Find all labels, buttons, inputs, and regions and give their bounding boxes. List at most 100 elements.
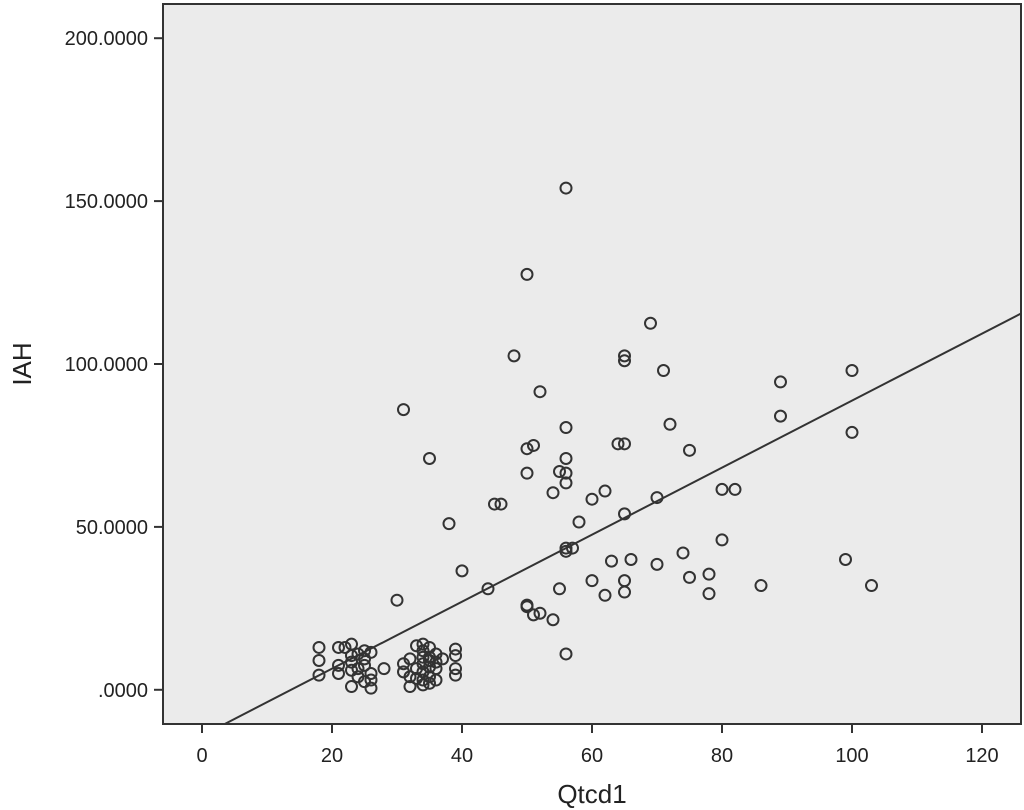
- data-point: [683, 443, 696, 457]
- data-point: [527, 438, 540, 452]
- data-point: [442, 517, 456, 531]
- data-point: [436, 652, 449, 666]
- x-axis-title: Qtcd1: [557, 779, 626, 809]
- data-point: [618, 437, 631, 451]
- data-point: [546, 486, 560, 500]
- data-point: [663, 417, 677, 431]
- data-point: [403, 652, 417, 666]
- data-point: [566, 541, 579, 555]
- data-point: [618, 507, 631, 521]
- data-point: [644, 316, 657, 330]
- y-tick-label: 150.0000: [65, 191, 148, 213]
- data-point: [605, 554, 618, 568]
- data-point: [390, 593, 404, 607]
- data-point: [397, 403, 410, 417]
- data-point: [403, 680, 417, 694]
- data-point: [416, 673, 430, 687]
- y-axis: .0000 50.0000 100.0000 150.0000 200.0000: [65, 28, 163, 702]
- data-point: [416, 644, 430, 658]
- data-point: [364, 667, 378, 681]
- data-point: [449, 649, 462, 663]
- data-point: [423, 451, 436, 465]
- data-point: [345, 680, 358, 694]
- data-point: [650, 491, 664, 505]
- data-point: [364, 673, 378, 687]
- data-point: [507, 349, 521, 363]
- y-tick-label: .0000: [98, 680, 148, 702]
- data-point: [559, 421, 573, 435]
- x-tick-label: 20: [321, 745, 343, 767]
- data-point: [676, 546, 690, 560]
- data-point: [351, 662, 365, 676]
- data-point: [377, 662, 391, 676]
- data-point: [585, 492, 599, 506]
- data-point: [410, 671, 423, 685]
- data-point: [533, 606, 547, 620]
- points-layer: [312, 181, 878, 695]
- data-point: [416, 650, 430, 664]
- x-tick-label: 120: [965, 745, 998, 767]
- data-point: [332, 658, 345, 672]
- data-point: [572, 515, 586, 529]
- x-tick-label: 100: [835, 745, 868, 767]
- data-point: [312, 668, 326, 682]
- data-point: [488, 497, 501, 511]
- data-point: [611, 437, 625, 451]
- data-point: [416, 678, 430, 692]
- x-tick-label: 40: [451, 745, 473, 767]
- data-point: [416, 637, 430, 651]
- data-point: [449, 668, 462, 682]
- x-tick-label: 0: [196, 745, 207, 767]
- data-point: [520, 600, 534, 614]
- data-point: [358, 658, 371, 672]
- data-point: [520, 267, 534, 281]
- data-point: [429, 673, 443, 687]
- data-point: [657, 364, 670, 378]
- data-point: [598, 588, 612, 602]
- data-point: [845, 425, 859, 439]
- data-point: [423, 640, 436, 654]
- data-point: [702, 587, 716, 601]
- data-point: [423, 670, 436, 684]
- data-point: [481, 582, 495, 596]
- data-point: [494, 497, 508, 511]
- data-point: [546, 613, 560, 627]
- data-point: [553, 465, 566, 479]
- data-point: [527, 608, 540, 622]
- data-point: [598, 484, 612, 498]
- data-point: [754, 579, 768, 593]
- data-point: [559, 466, 573, 480]
- data-point: [338, 640, 352, 654]
- data-point: [423, 676, 436, 690]
- data-point: [345, 649, 358, 663]
- data-point: [364, 681, 378, 695]
- y-axis-title: IAH: [7, 342, 37, 385]
- data-point: [774, 409, 787, 423]
- data-point: [845, 364, 859, 378]
- data-point: [520, 442, 534, 456]
- data-point: [358, 644, 371, 658]
- data-point: [728, 482, 742, 496]
- data-point: [559, 181, 573, 195]
- data-point: [839, 552, 852, 566]
- data-point: [312, 653, 326, 667]
- data-point: [403, 670, 417, 684]
- data-point: [520, 466, 534, 480]
- data-point: [624, 552, 638, 566]
- data-point: [455, 564, 469, 578]
- data-point: [715, 533, 729, 547]
- data-point: [345, 655, 358, 669]
- data-point: [683, 570, 696, 584]
- data-point: [358, 652, 371, 666]
- data-point: [533, 385, 547, 399]
- data-point: [358, 675, 371, 689]
- data-point: [559, 647, 573, 661]
- data-point: [559, 544, 573, 558]
- data-point: [559, 451, 573, 465]
- data-point: [416, 657, 430, 671]
- data-point: [618, 354, 631, 368]
- y-tick-label: 100.0000: [65, 354, 148, 376]
- data-point: [553, 582, 566, 596]
- data-point: [650, 557, 664, 571]
- data-point: [429, 655, 443, 669]
